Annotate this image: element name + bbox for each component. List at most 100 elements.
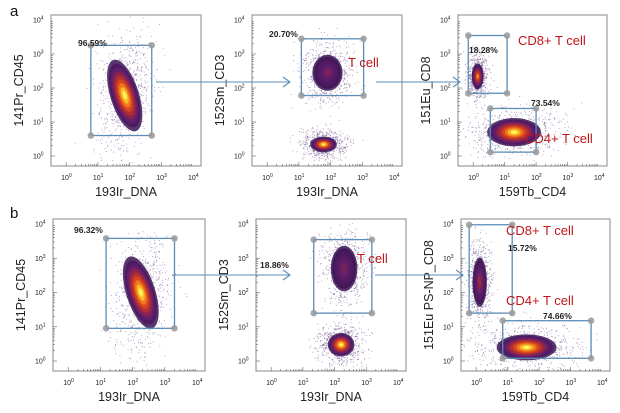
event-dot <box>114 145 116 147</box>
event-dot <box>549 147 551 149</box>
gate-handle[interactable] <box>171 235 178 242</box>
event-dot <box>332 136 334 138</box>
event-dot <box>345 136 347 138</box>
event-dot <box>98 67 100 69</box>
event-dot <box>148 245 150 247</box>
y-tick-exponent: 3 <box>41 50 44 56</box>
event-dot <box>124 257 127 259</box>
event-dot <box>142 107 144 109</box>
event-dot <box>331 154 333 156</box>
density-contour <box>325 70 330 76</box>
event-dot <box>339 130 341 132</box>
gate-handle[interactable] <box>102 235 110 242</box>
event-dot <box>102 99 105 102</box>
gate-handle[interactable] <box>298 92 305 99</box>
event-dot <box>328 250 330 252</box>
event-dot <box>122 312 124 314</box>
event-dot <box>538 116 540 119</box>
event-dot <box>348 55 351 57</box>
event-dot <box>133 58 135 60</box>
event-dot <box>315 54 317 56</box>
event-dot <box>129 47 131 49</box>
event-dot <box>484 120 486 122</box>
event-dot <box>301 131 303 133</box>
gate-handle[interactable] <box>486 105 494 112</box>
event-dot <box>152 341 154 343</box>
event-dot <box>477 57 479 59</box>
gate-handle[interactable] <box>171 325 178 332</box>
event-dot <box>107 145 109 148</box>
event-dot <box>340 52 342 54</box>
event-dot <box>303 59 305 61</box>
event-dot <box>137 339 139 342</box>
event-dot <box>144 63 146 65</box>
event-dot <box>315 45 317 47</box>
event-dot <box>312 50 314 52</box>
gate-handle[interactable] <box>87 132 95 139</box>
event-dot <box>120 269 122 271</box>
event-dot <box>483 156 485 159</box>
event-dot <box>487 147 489 149</box>
gate-handle[interactable] <box>464 89 472 97</box>
gate-handle[interactable] <box>532 148 540 156</box>
event-dot <box>347 237 349 239</box>
event-dot <box>130 56 132 58</box>
gate-handle[interactable] <box>486 148 494 156</box>
event-dot <box>102 89 105 91</box>
event-dot <box>328 162 331 164</box>
event-dot <box>123 291 125 293</box>
event-dot <box>136 361 138 363</box>
event-dot <box>158 240 160 242</box>
gate-handle[interactable] <box>360 92 367 99</box>
gate-handle[interactable] <box>87 42 95 49</box>
event-dot <box>346 137 349 139</box>
event-dot <box>101 143 103 145</box>
event-dot <box>339 148 341 150</box>
gate-handle[interactable] <box>503 32 511 39</box>
event-dot <box>467 103 469 105</box>
event-dot <box>341 92 344 94</box>
event-dot <box>315 135 317 137</box>
event-dot <box>125 318 127 320</box>
event-dot <box>129 319 131 321</box>
event-dot <box>343 74 345 76</box>
event-dot <box>343 40 345 42</box>
gate-handle[interactable] <box>503 89 511 97</box>
event-dot <box>116 314 118 316</box>
event-dot <box>334 131 336 133</box>
event-dot <box>480 88 482 90</box>
event-dot <box>484 97 486 99</box>
event-dot <box>487 143 489 146</box>
event-dot <box>122 41 124 44</box>
event-dot <box>146 73 148 76</box>
gate-handle[interactable] <box>148 42 156 49</box>
event-dot <box>338 152 340 154</box>
event-dot <box>327 132 329 134</box>
event-dot <box>305 132 307 134</box>
x-tick-label: 103 <box>160 378 171 387</box>
event-dot <box>491 114 493 116</box>
event-dot <box>508 98 510 100</box>
event-dot <box>311 66 313 69</box>
event-dot <box>470 70 472 72</box>
event-dot <box>334 35 336 37</box>
event-dot <box>471 86 473 88</box>
event-dot <box>132 48 134 50</box>
event-dot <box>505 105 507 107</box>
event-dot <box>117 121 119 124</box>
event-dot <box>142 255 144 258</box>
event-dot <box>329 247 331 249</box>
event-dot <box>134 324 136 326</box>
gate-rectangle[interactable] <box>90 44 153 137</box>
gate-handle[interactable] <box>148 132 156 139</box>
gate-handle[interactable] <box>298 35 305 43</box>
gate-handle[interactable] <box>102 325 110 332</box>
gate-handle[interactable] <box>464 32 472 39</box>
event-dot <box>302 140 304 142</box>
event-dot <box>154 90 156 92</box>
event-dot <box>155 69 157 71</box>
gate-handle[interactable] <box>360 35 367 43</box>
event-dot <box>140 77 142 79</box>
event-dot <box>122 317 124 319</box>
event-dot <box>312 152 314 154</box>
